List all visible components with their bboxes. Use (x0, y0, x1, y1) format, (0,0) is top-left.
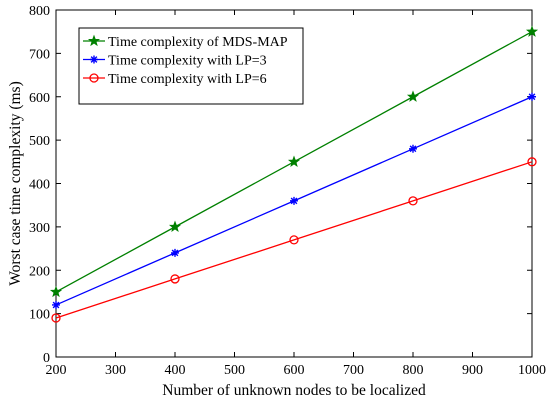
data-point (406, 90, 420, 102)
series-layer (49, 25, 539, 323)
legend-label: Time complexity of MDS-MAP (108, 35, 288, 50)
data-point (525, 25, 539, 37)
legend-label: Time complexity with LP=6 (108, 72, 267, 87)
x-tick-label: 800 (403, 363, 424, 378)
legend-marker (87, 34, 101, 47)
data-point (527, 157, 537, 167)
axis-ticks: 200 300 400 500 600 700 800 900 1000 0 100 200 300 40… (29, 4, 546, 378)
data-point (287, 155, 301, 167)
series-3 (51, 157, 537, 323)
data-point (170, 274, 180, 284)
data-point (171, 248, 179, 257)
y-tick-label: 600 (29, 91, 50, 106)
legend-marker (90, 55, 98, 64)
data-point (51, 313, 61, 323)
x-tick-label: 400 (165, 363, 186, 378)
data-point (168, 220, 182, 233)
data-point (408, 196, 418, 206)
y-tick-label: 0 (43, 351, 50, 366)
y-tick-label: 500 (29, 134, 50, 149)
x-tick-label: 900 (462, 363, 483, 378)
x-tick-label: 600 (284, 363, 305, 378)
x-axis-label: Number of unknown nodes to be localized (162, 382, 426, 399)
data-point (409, 144, 417, 153)
x-tick-label: 200 (46, 363, 67, 378)
data-point (290, 196, 298, 205)
legend-item: Time complexity of MDS-MAP (83, 34, 288, 50)
legend-marker (89, 73, 99, 83)
y-tick-label: 100 (29, 308, 50, 323)
legend-item: Time complexity with LP=3 (83, 54, 267, 69)
legend-box (78, 27, 304, 105)
legend: Time complexity of MDS-MAP Time complexit… (78, 27, 304, 105)
data-point (528, 92, 536, 101)
x-tick-label: 500 (224, 363, 245, 378)
y-tick-label: 300 (29, 221, 50, 236)
y-tick-label: 200 (29, 264, 50, 279)
x-tick-label: 1000 (518, 363, 546, 378)
y-tick-label: 700 (29, 47, 50, 62)
series-line (55, 161, 533, 319)
y-tick-label: 800 (29, 4, 50, 19)
legend-item: Time complexity with LP=6 (83, 72, 267, 87)
series-2 (52, 92, 536, 309)
data-point (289, 235, 299, 245)
y-tick-label: 400 (29, 178, 50, 193)
series-1 (49, 25, 539, 298)
data-point (52, 300, 60, 309)
x-tick-label: 700 (343, 363, 364, 378)
legend-label: Time complexity with LP=3 (108, 54, 267, 69)
x-tick-label: 300 (105, 363, 126, 378)
data-point (49, 285, 63, 298)
y-axis-label: Worst case time complexity (ms) (7, 81, 24, 286)
